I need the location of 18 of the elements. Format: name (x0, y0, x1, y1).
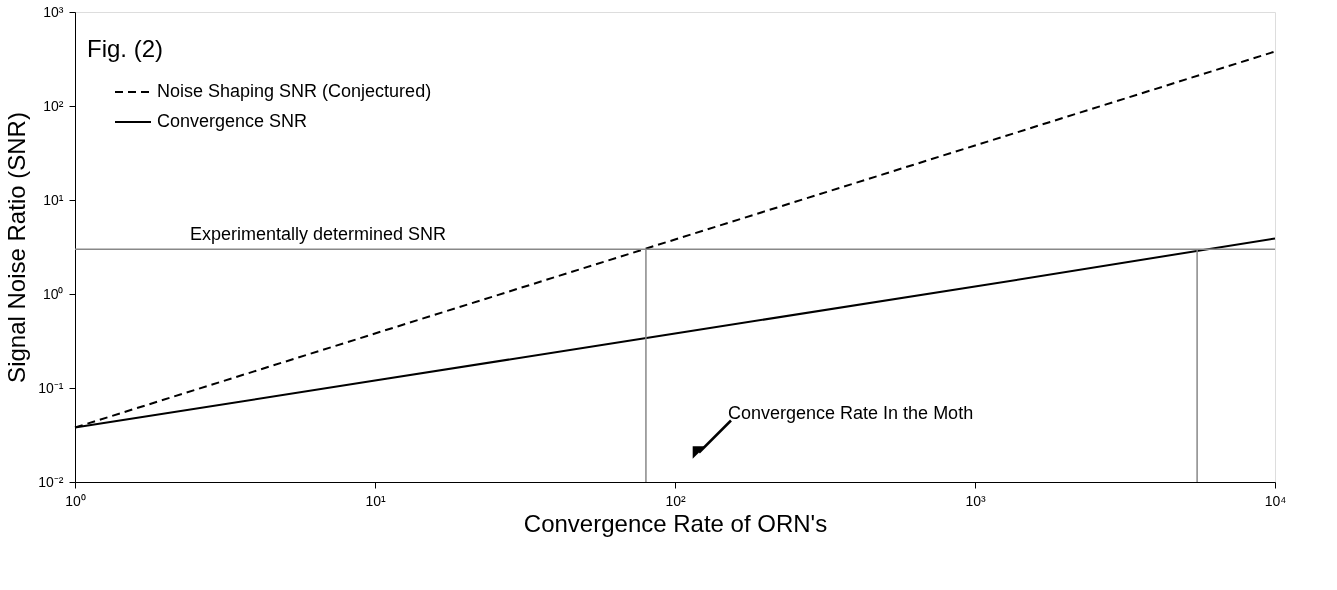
legend-label: Noise Shaping SNR (Conjectured) (157, 81, 432, 101)
y-tick-label: 10⁻¹ (38, 379, 64, 396)
ref-line-label: Experimentally determined SNR (190, 224, 447, 245)
x-tick-label: 10³ (965, 492, 986, 509)
y-tick-label: 10¹ (43, 191, 64, 208)
y-tick-label: 10⁻² (38, 473, 64, 490)
y-tick-label: 10⁰ (42, 285, 64, 302)
x-tick-label: 10¹ (365, 492, 386, 509)
y-tick-label: 10³ (43, 3, 64, 20)
x-tick-label: 10² (665, 492, 686, 509)
y-tick-label: 10² (43, 97, 64, 114)
x-axis-title: Convergence Rate of ORN's (523, 509, 828, 537)
x-tick-label: 10⁴ (1264, 492, 1287, 509)
y-axis-title: Signal Noise Ratio (SNR) (3, 112, 31, 383)
annotation: Convergence Rate In the Moth (728, 402, 974, 423)
legend-label: Convergence SNR (157, 111, 308, 131)
annotation: Fig. (2) (87, 35, 164, 62)
x-tick-label: 10⁰ (65, 492, 86, 509)
